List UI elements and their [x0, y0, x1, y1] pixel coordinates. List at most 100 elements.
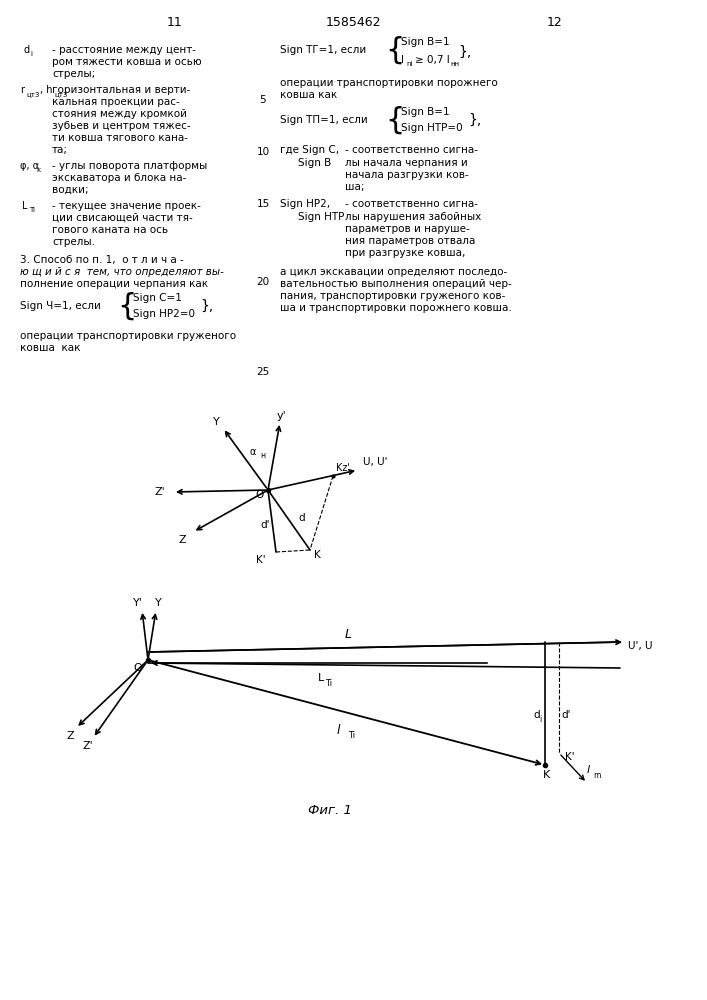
Text: k: k [36, 167, 40, 173]
Text: Ti: Ti [348, 730, 355, 740]
Text: параметров и наруше-: параметров и наруше- [345, 224, 469, 234]
Text: водки;: водки; [52, 185, 88, 195]
Text: н: н [260, 452, 265, 460]
Text: Y: Y [155, 598, 161, 608]
Text: Sign ТП=1, если: Sign ТП=1, если [280, 115, 368, 125]
Text: 12: 12 [547, 15, 563, 28]
Text: },: }, [468, 113, 481, 127]
Text: 11: 11 [167, 15, 183, 28]
Text: Z: Z [178, 535, 186, 545]
Text: вательностью выполнения операций чер-: вательностью выполнения операций чер- [280, 279, 512, 289]
Text: U', U: U', U [628, 641, 653, 651]
Text: лы начала черпания и: лы начала черпания и [345, 158, 468, 168]
Text: кальная проекции рас-: кальная проекции рас- [52, 97, 180, 107]
Text: {: { [117, 292, 136, 320]
Text: та;: та; [52, 145, 68, 155]
Text: ции свисающей части тя-: ции свисающей части тя- [52, 213, 193, 223]
Text: K': K' [257, 555, 266, 565]
Text: U, U': U, U' [363, 457, 387, 467]
Text: Sign HTP=0: Sign HTP=0 [401, 123, 462, 133]
Text: полнение операции черпания как: полнение операции черпания как [20, 279, 208, 289]
Text: Sign ТГ=1, если: Sign ТГ=1, если [280, 45, 366, 55]
Text: d: d [298, 513, 305, 523]
Text: O: O [134, 663, 142, 673]
Text: Ti: Ti [29, 207, 35, 213]
Text: Sign B=1: Sign B=1 [401, 37, 450, 47]
Text: - текущее значение проек-: - текущее значение проек- [52, 201, 201, 211]
Text: стояния между кромкой: стояния между кромкой [52, 109, 187, 119]
Text: гового каната на ось: гового каната на ось [52, 225, 168, 235]
Text: L: L [318, 673, 325, 683]
Text: а цикл экскавации определяют последо-: а цикл экскавации определяют последо- [280, 267, 507, 277]
Text: K: K [544, 770, 551, 780]
Text: K: K [314, 550, 321, 560]
Text: 3. Способ по п. 1,  o т л и ч а -: 3. Способ по п. 1, o т л и ч а - [20, 255, 184, 265]
Text: {: { [385, 35, 404, 64]
Text: - расстояние между цент-: - расстояние между цент- [52, 45, 196, 55]
Text: 20: 20 [257, 277, 269, 287]
Text: L: L [22, 201, 28, 211]
Text: экскаватора и блока на-: экскаватора и блока на- [52, 173, 187, 183]
Text: ша и транспортировки порожнего ковша.: ша и транспортировки порожнего ковша. [280, 303, 512, 313]
Text: лы нарушения забойных: лы нарушения забойных [345, 212, 481, 222]
Text: ni: ni [406, 61, 412, 67]
Text: Sign B=1: Sign B=1 [401, 107, 450, 117]
Text: ковша  как: ковша как [20, 343, 81, 353]
Text: I: I [401, 55, 404, 65]
Text: Sign C=1: Sign C=1 [133, 293, 182, 303]
Text: d': d' [561, 710, 571, 720]
Text: Z': Z' [154, 487, 165, 497]
Text: ти ковша тягового кана-: ти ковша тягового кана- [52, 133, 188, 143]
Text: Фиг. 1: Фиг. 1 [308, 804, 352, 816]
Text: α: α [250, 447, 256, 457]
Text: ния параметров отвала: ния параметров отвала [345, 236, 475, 246]
Text: ром тяжести ковша и осью: ром тяжести ковша и осью [52, 57, 201, 67]
Text: ша;: ша; [345, 182, 365, 192]
Text: r: r [20, 85, 24, 95]
Text: 15: 15 [257, 199, 269, 209]
Text: d': d' [260, 520, 270, 530]
Text: , h: , h [40, 85, 52, 95]
Text: где Sign C,: где Sign C, [280, 145, 339, 155]
Text: m: m [593, 770, 600, 780]
Text: d: d [533, 710, 539, 720]
Text: Sign B: Sign B [298, 158, 332, 168]
Text: - углы поворота платформы: - углы поворота платформы [52, 161, 207, 171]
Text: i: i [30, 51, 32, 57]
Text: Y': Y' [133, 598, 143, 608]
Text: Sign HР2,: Sign HР2, [280, 199, 330, 209]
Text: 1585462: 1585462 [325, 15, 381, 28]
Text: при разгрузке ковша,: при разгрузке ковша, [345, 248, 465, 258]
Text: ковша как: ковша как [280, 90, 337, 100]
Text: L: L [344, 628, 351, 641]
Text: {: { [385, 105, 404, 134]
Text: 25: 25 [257, 367, 269, 377]
Text: - соответственно сигна-: - соответственно сигна- [345, 145, 478, 155]
Text: φ, α: φ, α [20, 161, 39, 171]
Text: Sign HTP: Sign HTP [298, 212, 344, 222]
Text: - соответственно сигна-: - соответственно сигна- [345, 199, 478, 209]
Text: операции транспортировки порожнего: операции транспортировки порожнего [280, 78, 498, 88]
Text: горизонтальная и верти-: горизонтальная и верти- [52, 85, 190, 95]
Text: стрелы.: стрелы. [52, 237, 95, 247]
Text: Z': Z' [83, 741, 93, 751]
Text: ю щ и й с я  тем, что определяют вы-: ю щ и й с я тем, что определяют вы- [20, 267, 224, 277]
Text: стрелы;: стрелы; [52, 69, 95, 79]
Text: операции транспортировки груженого: операции транспортировки груженого [20, 331, 236, 341]
Text: l: l [587, 765, 590, 775]
Text: цт3: цт3 [26, 91, 40, 97]
Text: l: l [337, 724, 340, 736]
Text: },: }, [200, 299, 214, 313]
Text: Sign Ч=1, если: Sign Ч=1, если [20, 301, 101, 311]
Text: 10: 10 [257, 147, 269, 157]
Text: Kz': Kz' [336, 463, 350, 473]
Text: i: i [539, 714, 542, 724]
Text: K': K' [565, 752, 575, 762]
Text: d: d [24, 45, 30, 55]
Text: Ti: Ti [325, 678, 332, 688]
Text: начала разгрузки ков-: начала разгрузки ков- [345, 170, 469, 180]
Text: пания, транспортировки груженого ков-: пания, транспортировки груженого ков- [280, 291, 506, 301]
Text: Sign HР2=0: Sign HР2=0 [133, 309, 195, 319]
Text: Z: Z [66, 731, 74, 741]
Text: Y: Y [213, 417, 219, 427]
